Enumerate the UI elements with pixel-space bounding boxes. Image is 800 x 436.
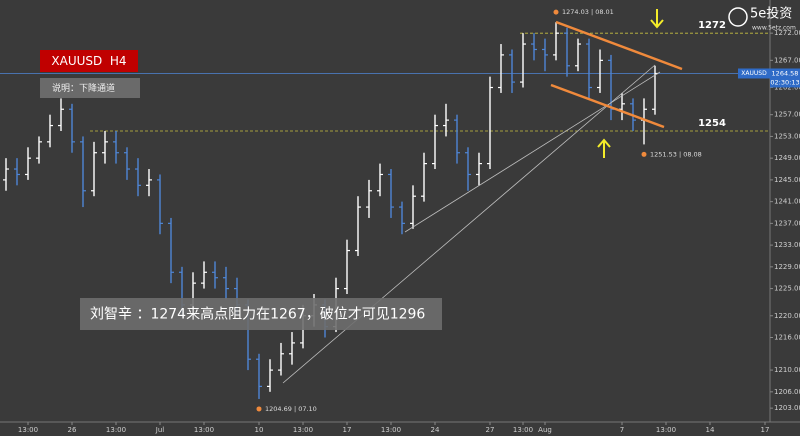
level-label: 1254 xyxy=(698,118,726,129)
price-tag xyxy=(770,68,800,88)
channel-line xyxy=(550,83,665,129)
y-tick-label: 1245.00 xyxy=(774,176,800,184)
comment-box xyxy=(80,298,442,330)
x-tick-label: 7 xyxy=(620,426,624,434)
title-box xyxy=(40,50,138,72)
comment: 刘智辛 ：1274来高点阻力在1267，破位才可见1296 xyxy=(90,306,425,323)
x-tick-label: 17 xyxy=(761,426,770,434)
x-tick-label: 13:00 xyxy=(381,426,401,434)
x-tick-label: 17 xyxy=(343,426,352,434)
symbol-label: XAUUSD xyxy=(741,70,767,77)
x-tick-label: 24 xyxy=(431,426,440,434)
extreme-label: 1274.03 | 08.01 xyxy=(562,8,614,16)
extreme-dot xyxy=(553,9,559,15)
arrow-up xyxy=(597,138,611,158)
logo-icon xyxy=(728,7,748,27)
logo-url: www.5etz.com xyxy=(752,25,796,32)
y-tick-label: 1272.00 xyxy=(774,29,800,37)
x-tick-label: 27 xyxy=(486,426,495,434)
subtitle: 说明：下降通道 xyxy=(52,82,115,94)
x-tick-label: 10 xyxy=(255,426,264,434)
y-tick-label: 1206.00 xyxy=(774,388,800,396)
x-tick-label: 13:00 xyxy=(18,426,38,434)
symbol-tag xyxy=(738,68,770,79)
extreme-dot xyxy=(641,151,647,157)
y-tick-label: 1237.00 xyxy=(774,219,800,227)
y-tick-label: 1233.00 xyxy=(774,241,800,249)
subtitle-box xyxy=(40,78,140,98)
y-tick-label: 1241.00 xyxy=(774,198,800,206)
y-tick-label: 1262.00 xyxy=(774,84,800,92)
x-tick-label: Jul xyxy=(155,426,165,434)
x-tick-label: 26 xyxy=(68,426,77,434)
y-tick-label: 1210.00 xyxy=(774,366,800,374)
y-tick-label: 1203.00 xyxy=(774,404,800,412)
arrow-down xyxy=(650,9,664,29)
x-tick-label: 13:00 xyxy=(293,426,313,434)
y-tick-label: 1225.00 xyxy=(774,285,800,293)
x-tick-label: 14 xyxy=(706,426,715,434)
y-tick-label: 1220.00 xyxy=(774,312,800,320)
y-tick-label: 1229.00 xyxy=(774,263,800,271)
chart-title: XAUUSD H4 xyxy=(51,54,126,68)
logo: 5e投资 xyxy=(750,6,792,22)
x-tick-label: 13:00 xyxy=(513,426,533,434)
countdown: 02:30:13 xyxy=(770,78,799,86)
extreme-label: 1251.53 | 08.08 xyxy=(650,150,702,158)
y-tick-label: 1257.00 xyxy=(774,111,800,119)
y-tick-label: 1267.00 xyxy=(774,56,800,64)
y-tick-label: 1216.00 xyxy=(774,333,800,341)
x-tick-label: 13:00 xyxy=(656,426,676,434)
trend-line xyxy=(404,71,661,233)
price-label: 1264.58 xyxy=(772,69,799,77)
y-tick-label: 1249.00 xyxy=(774,154,800,162)
x-tick-label: 13:00 xyxy=(194,426,214,434)
extreme-dot xyxy=(256,406,262,412)
x-tick-label: 13:00 xyxy=(106,426,126,434)
x-tick-label: Aug xyxy=(538,426,552,434)
extreme-label: 1204.69 | 07.10 xyxy=(265,405,317,413)
y-tick-label: 1253.00 xyxy=(774,132,800,140)
level-label: 1272 xyxy=(698,20,726,31)
channel-line xyxy=(555,20,683,71)
